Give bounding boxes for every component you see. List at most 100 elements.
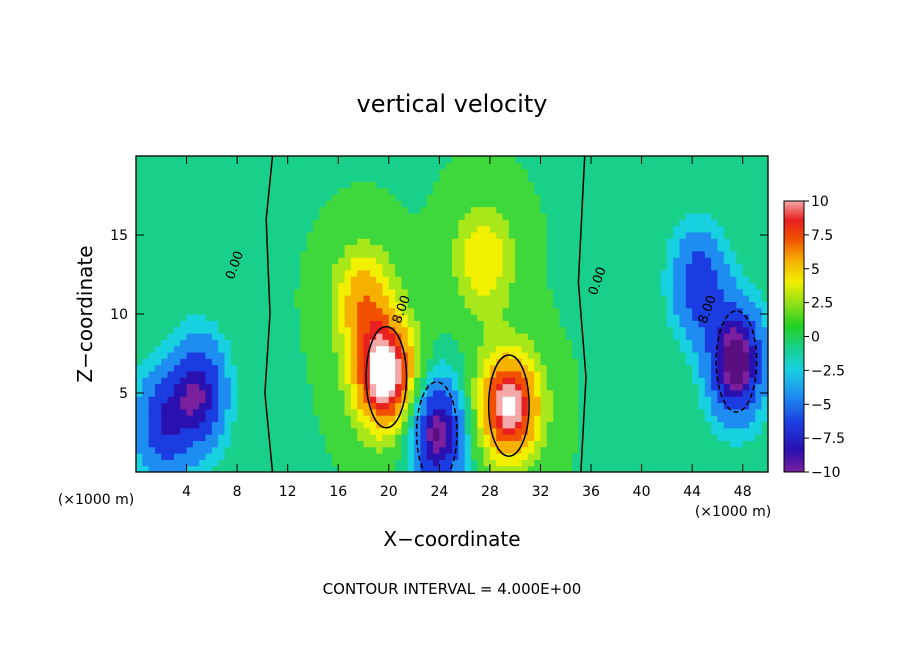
field-cell	[635, 162, 643, 170]
field-cell	[711, 212, 719, 220]
field-cell	[502, 389, 510, 397]
field-cell	[489, 187, 497, 195]
field-cell	[572, 193, 579, 201]
field-cell	[673, 225, 681, 233]
field-cell	[717, 200, 725, 208]
field-cell	[312, 307, 320, 315]
field-cell	[723, 162, 731, 170]
field-cell	[287, 408, 295, 416]
field-cell	[173, 434, 181, 441]
field-cell	[331, 402, 339, 410]
field-cell	[382, 257, 390, 265]
field-cell	[616, 200, 624, 208]
field-cell	[363, 162, 371, 170]
field-cell	[755, 282, 763, 290]
field-cell	[331, 370, 339, 378]
field-cell	[736, 276, 744, 283]
field-cell	[294, 225, 301, 233]
field-cell	[325, 212, 333, 220]
field-cell	[363, 351, 371, 359]
field-cell	[148, 465, 156, 472]
field-cell	[742, 187, 750, 195]
field-cell	[205, 174, 213, 182]
field-cell	[736, 174, 744, 182]
field-cell	[237, 320, 245, 328]
field-cell	[628, 269, 636, 277]
field-cell	[161, 459, 169, 467]
field-cell	[685, 377, 693, 385]
field-cell	[167, 156, 175, 163]
field-cell	[755, 301, 763, 309]
field-cell	[616, 427, 624, 435]
field-cell	[205, 269, 213, 277]
field-cell	[218, 421, 226, 429]
field-cell	[736, 408, 744, 416]
field-cell	[749, 377, 756, 385]
field-cell	[723, 181, 731, 189]
field-cell	[218, 427, 226, 435]
field-cell	[344, 465, 352, 472]
field-cell	[237, 250, 245, 258]
field-cell	[749, 282, 756, 290]
field-cell	[136, 263, 143, 271]
field-cell	[376, 402, 384, 410]
field-cell	[262, 421, 270, 429]
field-cell	[749, 320, 756, 328]
field-cell	[717, 301, 725, 309]
field-cell	[300, 427, 308, 435]
field-cell	[186, 257, 194, 265]
field-cell	[464, 453, 472, 460]
field-cell	[331, 219, 339, 227]
field-cell	[388, 295, 396, 302]
field-cell	[136, 345, 143, 353]
field-cell	[647, 156, 655, 163]
field-cell	[527, 174, 535, 182]
field-cell	[256, 212, 263, 220]
field-cell	[628, 440, 636, 448]
field-cell	[698, 453, 706, 460]
field-cell	[666, 320, 674, 328]
field-cell	[723, 276, 731, 283]
field-cell	[192, 181, 200, 189]
field-cell	[433, 231, 440, 239]
field-cell	[527, 288, 535, 296]
field-cell	[761, 421, 768, 429]
field-cell	[433, 383, 440, 391]
field-cell	[546, 219, 554, 227]
field-cell	[597, 250, 605, 258]
field-cell	[635, 402, 643, 410]
field-cell	[654, 187, 662, 195]
field-cell	[508, 238, 516, 246]
field-cell	[350, 370, 358, 378]
field-cell	[730, 320, 737, 328]
field-cell	[192, 219, 200, 227]
field-cell	[635, 244, 643, 252]
field-cell	[483, 219, 491, 227]
field-cell	[205, 212, 213, 220]
field-cell	[452, 212, 459, 220]
field-cell	[433, 212, 440, 220]
field-cell	[439, 314, 447, 321]
field-cell	[148, 459, 156, 467]
field-cell	[363, 446, 371, 454]
field-cell	[489, 231, 497, 239]
field-cell	[660, 295, 668, 302]
field-cell	[502, 269, 510, 277]
field-cell	[597, 263, 605, 271]
field-cell	[458, 345, 466, 353]
field-cell	[470, 206, 478, 214]
field-cell	[136, 383, 143, 391]
field-cell	[736, 231, 744, 239]
field-cell	[445, 383, 453, 391]
field-cell	[458, 200, 466, 208]
field-cell	[287, 263, 295, 271]
field-cell	[508, 326, 516, 334]
field-cell	[420, 168, 428, 176]
field-cell	[382, 288, 390, 296]
field-cell	[711, 427, 719, 435]
field-cell	[154, 339, 162, 347]
field-cell	[730, 339, 737, 347]
field-cell	[628, 187, 636, 195]
field-cell	[540, 402, 548, 410]
field-cell	[521, 396, 529, 404]
